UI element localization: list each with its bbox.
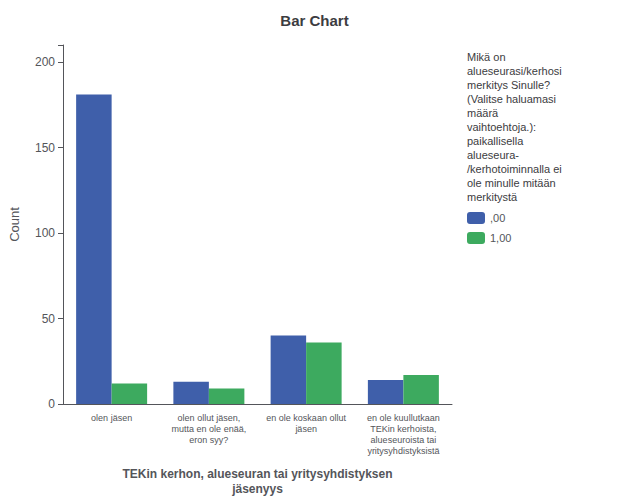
svg-text:merkitystä: merkitystä [467,191,518,203]
svg-text:200: 200 [35,55,55,69]
svg-text:0: 0 [48,397,55,411]
svg-text:mutta en ole enää,: mutta en ole enää, [172,424,247,434]
svg-text:alueseurasi/kerhosi: alueseurasi/kerhosi [467,65,562,77]
svg-text:yritysyhdistyksistä: yritysyhdistyksistä [367,446,439,456]
svg-text:olen jäsen: olen jäsen [91,413,132,423]
svg-text:100: 100 [35,226,55,240]
svg-text:vaihtoehtoja.):: vaihtoehtoja.): [467,121,536,133]
svg-text:Count: Count [7,207,22,242]
svg-text:,00: ,00 [490,212,505,224]
svg-text:(Valitse haluamasi: (Valitse haluamasi [467,93,556,105]
svg-text:150: 150 [35,141,55,155]
svg-text:alueseura-: alueseura- [467,149,519,161]
svg-text:50: 50 [42,312,56,326]
svg-text:/kerhotoiminnalla ei: /kerhotoiminnalla ei [467,163,562,175]
svg-text:Bar Chart: Bar Chart [280,12,348,29]
svg-text:Mikä on: Mikä on [467,51,506,63]
svg-text:en ole kuullutkaan: en ole kuullutkaan [367,413,440,423]
svg-text:alueseuroista tai: alueseuroista tai [371,435,437,445]
svg-text:paikallisella: paikallisella [467,135,524,147]
svg-text:merkitys Sinulle?: merkitys Sinulle? [467,79,550,91]
svg-text:ole minulle mitään: ole minulle mitään [467,177,556,189]
svg-text:1,00: 1,00 [490,232,511,244]
svg-text:TEKin kerhon, alueseuran tai y: TEKin kerhon, alueseuran tai yritysyhdis… [122,467,392,481]
svg-text:eron syy?: eron syy? [189,435,228,445]
svg-text:TEKin kerhoista,: TEKin kerhoista, [370,424,436,434]
svg-text:olen ollut jäsen,: olen ollut jäsen, [178,413,241,423]
svg-text:jäsen: jäsen [294,424,317,434]
svg-text:jäsenyys: jäsenyys [231,482,283,496]
svg-text:määrä: määrä [467,107,499,119]
svg-text:en ole koskaan ollut: en ole koskaan ollut [266,413,346,423]
